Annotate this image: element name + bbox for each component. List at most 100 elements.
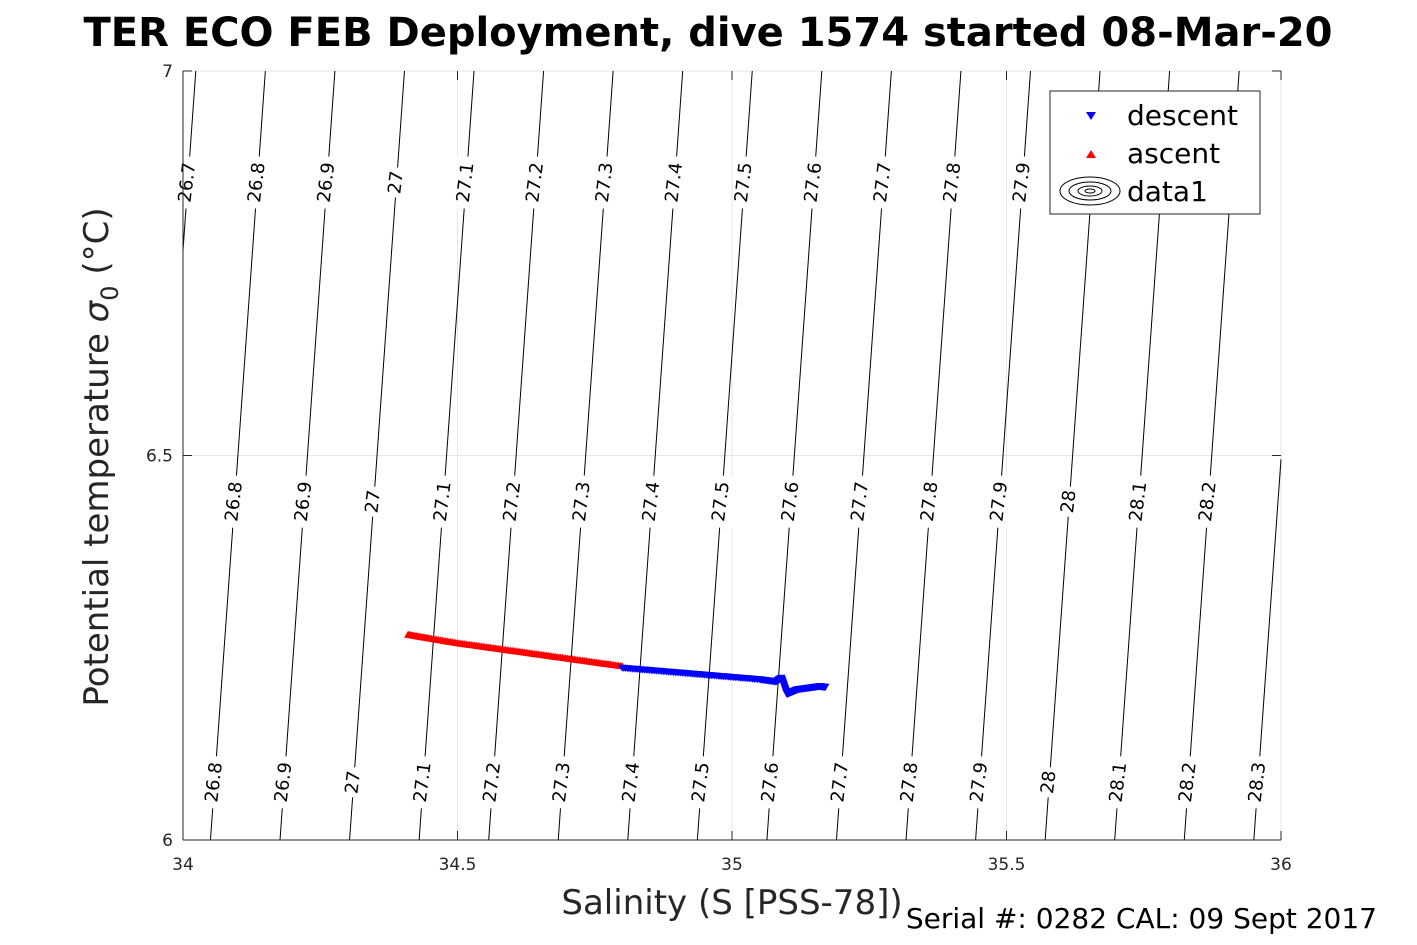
contour-label-bg bbox=[1127, 475, 1150, 528]
x-tick-label: 34 bbox=[172, 855, 194, 875]
contour-label: 27.3 bbox=[592, 161, 618, 203]
y-tick-label: 6.5 bbox=[146, 447, 173, 467]
legend-data1-label: data1 bbox=[1127, 175, 1208, 208]
contour-label-bg bbox=[1246, 756, 1269, 809]
legend-descent-marker bbox=[1086, 112, 1096, 120]
contour-label: 27.5 bbox=[731, 161, 757, 203]
contour-label: 27.6 bbox=[758, 761, 784, 803]
contour-label: 28.3 bbox=[1245, 761, 1271, 803]
contour-label-bg bbox=[481, 756, 504, 809]
contour-label-bg bbox=[640, 475, 663, 528]
contour-label-bg bbox=[988, 475, 1011, 528]
contour-label-bg bbox=[829, 756, 852, 809]
contour-label: 27 bbox=[384, 170, 408, 195]
contour-label: 28 bbox=[1037, 770, 1061, 795]
contour-label-bg bbox=[899, 756, 922, 809]
contour-label-bg bbox=[1038, 767, 1061, 798]
contour-label: 27 bbox=[341, 770, 365, 795]
contour-labels: 26.7 26.8 26.9 27 27.1 27.2 27.3 27.4 27.5 27.6 27… bbox=[174, 156, 1271, 809]
contour-label-bg bbox=[690, 756, 713, 809]
contour-label: 27.9 bbox=[986, 480, 1012, 522]
contour-label-bg bbox=[872, 156, 895, 209]
contour-label: 27.5 bbox=[708, 480, 734, 522]
contour-label-bg bbox=[1197, 475, 1220, 528]
contour-label-bg bbox=[1058, 486, 1081, 517]
contour-label: 27.9 bbox=[1009, 161, 1035, 203]
contour-label: 27.7 bbox=[827, 761, 853, 803]
contour-label-bg bbox=[501, 475, 524, 528]
contour-label: 28.1 bbox=[1126, 480, 1152, 522]
descent-point bbox=[821, 683, 830, 691]
contour-label: 27.6 bbox=[800, 161, 826, 203]
x-ticks: 34 34.5 35 35.5 36 bbox=[172, 71, 1292, 875]
contour-label: 27.3 bbox=[549, 761, 575, 803]
contour-label-bg bbox=[1011, 156, 1034, 209]
contour-label: 27.8 bbox=[917, 480, 943, 522]
contour-label: 27.3 bbox=[569, 480, 595, 522]
contour-label: 26.9 bbox=[314, 161, 340, 203]
contour-label-bg bbox=[342, 767, 365, 798]
contour-label: 27.8 bbox=[897, 761, 923, 803]
x-tick-label: 36 bbox=[1270, 855, 1292, 875]
y-ticks: 66.57 bbox=[146, 62, 1281, 851]
legend-box bbox=[1049, 90, 1261, 215]
legend-ascent-label: ascent bbox=[1127, 137, 1220, 170]
contour-label: 27.2 bbox=[522, 161, 548, 203]
contour-label-bg bbox=[273, 756, 296, 809]
contour-label-bg bbox=[246, 156, 269, 209]
contour-label-bg bbox=[733, 156, 756, 209]
contour-label: 28.2 bbox=[1175, 761, 1201, 803]
y-axis-label-sub: 0 bbox=[96, 285, 124, 300]
contour-label-bg bbox=[412, 756, 435, 809]
contour-label-bg bbox=[941, 156, 964, 209]
contour-label-bg bbox=[223, 475, 246, 528]
serial-cal-footer: Serial #: 0282 CAL: 09 Sept 2017 bbox=[906, 902, 1377, 935]
contour-label: 27.5 bbox=[688, 761, 714, 803]
contour-label-bg bbox=[849, 475, 872, 528]
contour-label-bg bbox=[760, 756, 783, 809]
contour-label: 27 bbox=[361, 489, 385, 514]
contour-label: 27.4 bbox=[661, 161, 687, 203]
contour-label: 27.2 bbox=[499, 480, 525, 522]
contour-label-bg bbox=[594, 156, 617, 209]
contour-label-bg bbox=[780, 475, 803, 528]
contour-label: 27.1 bbox=[410, 761, 436, 803]
contour-label: 27.6 bbox=[778, 480, 804, 522]
contour-label: 27.4 bbox=[639, 480, 665, 522]
x-tick-label: 34.5 bbox=[439, 855, 477, 875]
contour-label-bg bbox=[455, 156, 478, 209]
contour-label: 27.9 bbox=[966, 761, 992, 803]
contour-label: 27.7 bbox=[847, 480, 873, 522]
x-tick-label: 35 bbox=[721, 855, 743, 875]
x-axis-label: Salinity (S [PSS-78]) bbox=[561, 883, 902, 923]
contour-label: 28 bbox=[1057, 489, 1081, 514]
contour-label: 28.2 bbox=[1195, 480, 1221, 522]
legend: descent ascent data1 bbox=[1049, 90, 1261, 215]
legend-contour-marker bbox=[1059, 176, 1121, 206]
y-axis-label-unit: (°C) bbox=[77, 207, 117, 285]
legend-ascent-marker bbox=[1086, 150, 1096, 158]
contour-label-bg bbox=[385, 167, 408, 198]
contour-label: 27.1 bbox=[430, 480, 456, 522]
contour-label-bg bbox=[551, 756, 574, 809]
y-tick-label: 7 bbox=[162, 62, 173, 82]
contour-label-bg bbox=[968, 756, 991, 809]
contour-label-bg bbox=[620, 756, 643, 809]
contour-label-bg bbox=[315, 156, 338, 209]
contour-label: 26.8 bbox=[244, 161, 270, 203]
contour-line bbox=[349, 70, 405, 841]
contour-label-bg bbox=[524, 156, 547, 209]
contour-label-bg bbox=[919, 475, 942, 528]
contour-label: 27.7 bbox=[870, 161, 896, 203]
contour-label-bg bbox=[362, 486, 385, 517]
contour-label-bg bbox=[1107, 756, 1130, 809]
contour-label-bg bbox=[293, 475, 316, 528]
contour-label: 26.8 bbox=[221, 480, 247, 522]
y-axis-label-sigma: σ bbox=[77, 299, 117, 322]
legend-descent-label: descent bbox=[1127, 99, 1238, 132]
contour-label: 26.8 bbox=[201, 761, 227, 803]
contour-label-bg bbox=[203, 756, 226, 809]
y-axis-label-main: Potential temperature bbox=[77, 322, 117, 706]
y-tick-label: 6 bbox=[162, 831, 173, 851]
